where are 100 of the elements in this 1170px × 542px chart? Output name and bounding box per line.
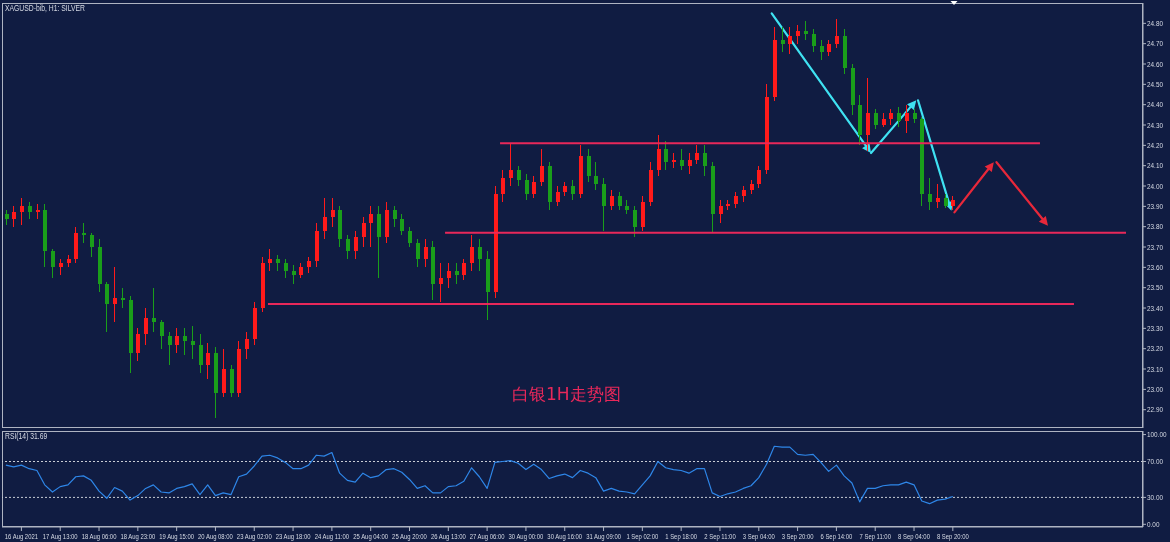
candlestick xyxy=(656,134,661,177)
candlestick xyxy=(718,199,723,224)
candlestick xyxy=(415,238,420,268)
candlestick xyxy=(89,232,94,258)
candlestick xyxy=(190,325,195,360)
candlestick xyxy=(593,161,598,191)
candlestick xyxy=(19,197,24,226)
candlestick xyxy=(461,258,466,281)
candlestick xyxy=(819,39,824,61)
candlestick xyxy=(244,331,249,360)
candlestick xyxy=(570,179,575,201)
y-tick-label: 24.60 xyxy=(1147,58,1163,69)
candlestick xyxy=(524,173,529,201)
annotation: 白银1H走势图 xyxy=(512,384,621,404)
y-tick-label: 100.00 xyxy=(1147,429,1167,440)
candlestick xyxy=(702,144,707,177)
candlestick xyxy=(112,266,117,323)
candlestick xyxy=(283,258,288,279)
y-tick-label: 23.20 xyxy=(1147,343,1163,354)
y-tick-label: 23.30 xyxy=(1147,323,1163,334)
candlestick xyxy=(601,177,606,232)
y-tick-label: 24.50 xyxy=(1147,79,1163,90)
candlestick xyxy=(787,26,792,55)
candlestick xyxy=(438,262,443,303)
candlestick xyxy=(143,307,148,346)
candlestick xyxy=(803,20,808,41)
line-series xyxy=(5,445,954,505)
candlestick xyxy=(345,234,350,260)
candlestick xyxy=(756,165,761,189)
candlestick xyxy=(159,319,164,350)
candlestick xyxy=(454,262,459,285)
candlestick xyxy=(330,197,335,228)
candlestick xyxy=(555,185,560,207)
y-tick-label: 24.40 xyxy=(1147,99,1163,110)
chart-title: XAGUSD-bib, H1: SILVER xyxy=(5,3,86,14)
candlestick xyxy=(353,230,358,260)
chart-title: RSI(14) 31.69 xyxy=(5,431,48,442)
candlestick xyxy=(392,205,397,228)
candlestick xyxy=(539,148,544,187)
y-tick-label: 70.00 xyxy=(1147,456,1163,467)
candlestick xyxy=(500,169,505,203)
candlestick xyxy=(446,262,451,289)
candlestick xyxy=(671,152,676,169)
candlestick xyxy=(927,177,932,211)
candlestick xyxy=(586,148,591,183)
candlestick xyxy=(423,238,428,268)
candlestick xyxy=(81,222,86,244)
y-tick-label: 23.70 xyxy=(1147,241,1163,252)
y-tick-label: 23.80 xyxy=(1147,221,1163,232)
candlestick xyxy=(407,226,412,248)
candlestick xyxy=(205,342,210,380)
candlestick xyxy=(35,203,40,220)
candlestick xyxy=(795,24,800,45)
candlestick xyxy=(531,175,536,199)
y-tick-label: 24.80 xyxy=(1147,18,1163,29)
candlestick xyxy=(182,327,187,356)
candlestick xyxy=(198,333,203,374)
candlestick xyxy=(167,331,172,366)
candlestick xyxy=(516,165,521,187)
y-tick-label: 24.20 xyxy=(1147,140,1163,151)
candlestick xyxy=(873,108,878,130)
candlestick xyxy=(50,248,55,279)
candlestick xyxy=(322,197,327,240)
candlestick xyxy=(663,140,668,171)
y-tick-label: 24.30 xyxy=(1147,119,1163,130)
candlestick xyxy=(935,183,940,209)
candlestick xyxy=(399,213,404,236)
candlestick xyxy=(834,18,839,49)
candlestick xyxy=(469,234,474,272)
candlestick xyxy=(609,189,614,211)
candlestick xyxy=(811,28,816,53)
candlestick xyxy=(11,205,16,228)
y-tick-label: 23.50 xyxy=(1147,282,1163,293)
candlestick xyxy=(174,327,179,354)
candlestick xyxy=(694,144,699,165)
candlestick xyxy=(267,248,272,272)
y-tick-label: 24.00 xyxy=(1147,180,1163,191)
candlestick xyxy=(508,142,513,187)
y-tick-label: 24.10 xyxy=(1147,160,1163,171)
candlestick xyxy=(291,264,296,285)
y-tick-label: 24.70 xyxy=(1147,38,1163,49)
candlestick xyxy=(120,287,125,309)
y-tick-label: 22.90 xyxy=(1147,404,1163,415)
y-tick-label: 23.10 xyxy=(1147,363,1163,374)
candlestick xyxy=(477,238,482,272)
candlestick xyxy=(896,106,901,128)
candlestick xyxy=(679,148,684,171)
candlestick xyxy=(368,205,373,248)
candlestick xyxy=(780,26,785,53)
y-tick-label: 23.00 xyxy=(1147,384,1163,395)
y-tick-label: 30.00 xyxy=(1147,492,1163,503)
candlestick xyxy=(151,287,156,333)
y-tick-label: 23.60 xyxy=(1147,262,1163,273)
candlestick xyxy=(376,205,381,279)
candlestick xyxy=(104,281,109,333)
candlestick xyxy=(632,205,637,238)
candlestick xyxy=(904,104,909,134)
candlestick xyxy=(361,216,366,248)
candlestick xyxy=(687,152,692,175)
candlestick xyxy=(617,191,622,211)
